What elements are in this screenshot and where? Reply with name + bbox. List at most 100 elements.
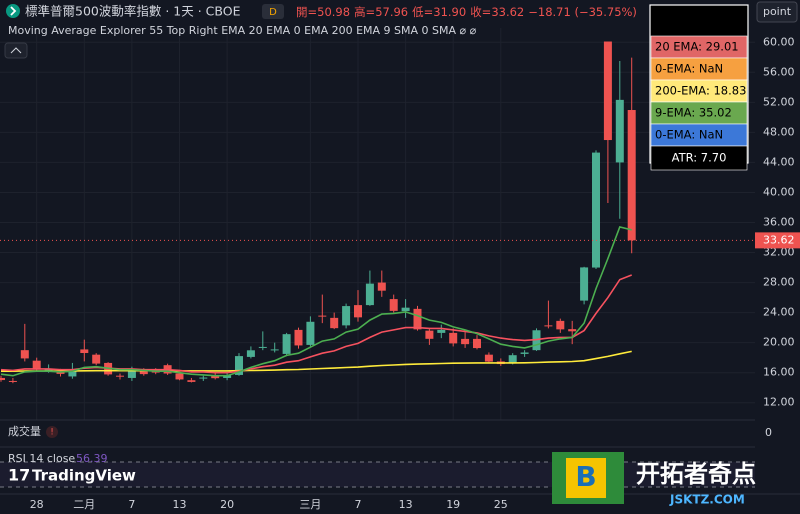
watermark-name: 开拓者奇点 <box>636 460 756 488</box>
collapse-button[interactable] <box>4 42 28 59</box>
badge: D <box>269 7 277 18</box>
x-tick-label: 28 <box>30 498 44 511</box>
point-button[interactable] <box>756 1 798 23</box>
volume-zero: 0 <box>765 426 772 439</box>
candle-body <box>627 110 636 241</box>
ohlc-item: 收=33.62 <box>470 5 524 19</box>
info-text: 9-EMA: 35.02 <box>655 106 732 120</box>
candle-body <box>211 375 220 379</box>
ohlc-item: 開=50.98 <box>296 5 350 19</box>
y-tick-label: 48.00 <box>763 125 795 138</box>
candle-body <box>473 338 481 349</box>
y-tick-label: 52.00 <box>763 95 795 108</box>
ema-line <box>1 350 632 372</box>
y-tick-label: 44.00 <box>763 155 795 168</box>
candle-body <box>413 308 422 330</box>
candle-body <box>294 329 303 346</box>
info-text: 0-EMA: NaN <box>655 62 723 76</box>
candle-body <box>235 356 243 375</box>
candle-body <box>377 282 386 291</box>
symbol-icon[interactable] <box>6 4 20 18</box>
candle-body <box>175 373 184 380</box>
x-tick-label: 20 <box>220 498 234 511</box>
candle-body <box>330 317 339 329</box>
candle-body <box>80 349 89 354</box>
volume-label: 成交量 <box>8 424 41 438</box>
candle-body <box>389 299 398 311</box>
y-tick-label: 28.00 <box>763 276 795 289</box>
info-text: 0-EMA: NaN <box>655 128 723 142</box>
watermark-logo-letter: B <box>575 460 596 493</box>
candle-body <box>223 375 232 378</box>
candle-body <box>127 368 136 378</box>
candle-body <box>461 338 470 345</box>
rsi-label: RSI 14 close <box>8 452 75 465</box>
grid <box>0 28 755 420</box>
y-tick-label: 20.00 <box>763 336 795 349</box>
candle-body <box>139 369 148 375</box>
point-button-label: point <box>763 5 792 18</box>
x-tick-label: 7 <box>128 498 135 511</box>
x-tick-label: 7 <box>355 498 362 511</box>
rsi-band <box>0 462 755 487</box>
volume-warning-mark: ! <box>50 428 54 438</box>
x-tick-label: 13 <box>173 498 187 511</box>
y-tick-label: 40.00 <box>763 185 795 198</box>
candle-body <box>556 320 565 330</box>
ohlc-item: −18.71 (−35.75%) <box>528 5 637 19</box>
candle-body <box>354 305 362 318</box>
watermark-url: JSKTZ.COM <box>669 493 745 507</box>
y-tick-label: 16.00 <box>763 366 795 379</box>
candle-body <box>484 354 493 362</box>
candle-body <box>116 375 124 377</box>
ema-line <box>0 226 632 377</box>
candle-body <box>568 329 577 332</box>
candle-body <box>580 267 589 301</box>
last-price-box <box>755 232 800 249</box>
candle-body <box>520 352 529 354</box>
last-price-label: 33.62 <box>763 233 795 246</box>
x-tick-label: 25 <box>494 498 508 511</box>
ohlc-item: 低=31.90 <box>412 5 466 19</box>
y-tick-label: 60.00 <box>763 35 795 48</box>
candle-body <box>592 152 600 268</box>
badge-box <box>262 4 284 19</box>
tv-logo-mark: 17 <box>8 466 30 485</box>
info-text: ATR: 7.70 <box>672 151 727 165</box>
rsi-value: 56.39 <box>76 452 108 465</box>
candle-body <box>92 354 101 364</box>
candle-body <box>615 99 624 163</box>
x-tick-label: 13 <box>399 498 413 511</box>
symbol-icon-arrow <box>10 6 17 16</box>
candle-body <box>437 329 446 333</box>
candle-body <box>544 325 553 327</box>
x-tick-label: 三月 <box>299 498 321 511</box>
candle-body <box>68 369 77 377</box>
x-tick-label: 19 <box>446 498 460 511</box>
watermark-logo-inner <box>566 458 606 498</box>
ohlc-item: 高=57.96 <box>354 5 408 19</box>
candle-body <box>8 380 17 382</box>
candle-body <box>425 330 434 339</box>
marks <box>0 41 636 384</box>
candle-body <box>32 360 41 370</box>
candle-body <box>258 346 267 348</box>
y-tick-label: 32.00 <box>763 246 795 259</box>
tv-logo: TradingView <box>32 467 136 485</box>
candle-body <box>199 377 208 379</box>
candle-body <box>401 307 410 312</box>
ohlc: 開=50.98 高=57.96 低=31.90 收=33.62 −18.71 (−35.… <box>296 5 637 19</box>
candle-body <box>318 315 327 317</box>
y-tick-label: 24.00 <box>763 306 795 319</box>
candle-body <box>0 377 5 381</box>
x-tick-label: 二月 <box>73 498 95 511</box>
candle-body <box>365 283 374 306</box>
y-tick-label: 36.00 <box>763 215 795 228</box>
collapse-icon <box>10 47 22 54</box>
candle-body <box>270 349 279 351</box>
candle-body <box>187 380 196 382</box>
candle-body <box>246 350 255 357</box>
candle-body <box>449 332 458 344</box>
volume-warning[interactable] <box>46 426 58 438</box>
